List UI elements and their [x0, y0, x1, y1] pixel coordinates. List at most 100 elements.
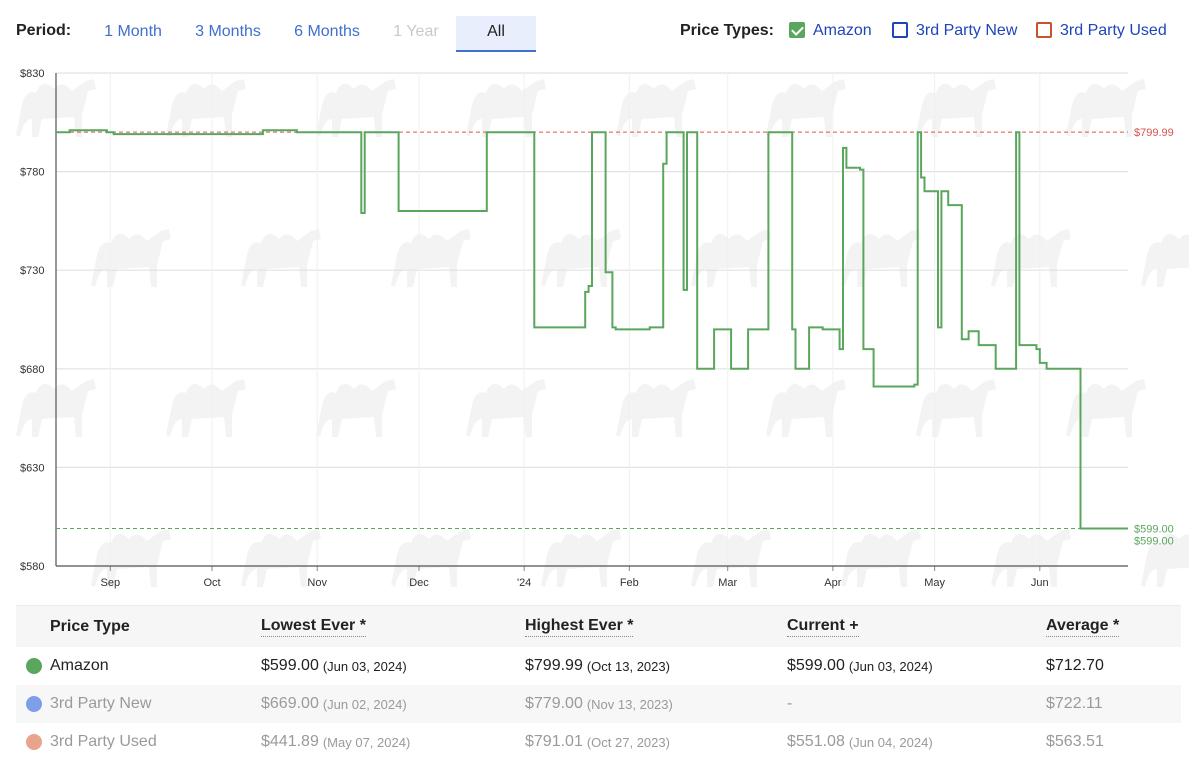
camel-watermark-icon: [166, 79, 246, 137]
period-label: Period:: [16, 22, 72, 39]
row-lowest: $599.00 (Jun 03, 2024): [261, 647, 407, 685]
camel-watermark-icon: [991, 229, 1071, 287]
current-price-label: $599.00: [1134, 536, 1174, 548]
camel-watermark-icon: [166, 379, 246, 437]
y-tick-label: $580: [20, 561, 44, 573]
camel-watermark-icon: [691, 229, 771, 287]
chart-series: [56, 129, 1128, 530]
row-highest: $779.00 (Nov 13, 2023): [525, 685, 673, 723]
camel-watermark-icon: [841, 229, 921, 287]
price-type-3rd-party-used-label: 3rd Party Used: [1060, 22, 1167, 39]
camel-watermark-icon: [316, 379, 396, 437]
lowest-value: $669.00: [261, 695, 319, 712]
current-date: (Jun 03, 2024): [848, 658, 933, 674]
header-current[interactable]: Current +: [787, 606, 859, 647]
row-average: $712.70: [1046, 657, 1104, 674]
lowest-value: $599.00: [261, 657, 319, 674]
camel-watermark-icon: [241, 229, 321, 287]
x-axis: Sep Oct Nov Dec '24 Feb Mar Apr May Jun: [55, 73, 1128, 589]
header-current-label: Current +: [787, 617, 859, 637]
row-lowest: $669.00 (Jun 02, 2024): [261, 685, 407, 723]
current-value: -: [787, 695, 793, 712]
camel-watermark-icon: [1141, 233, 1189, 287]
highest-date: (Nov 13, 2023): [586, 696, 673, 712]
lowest-date: (Jun 02, 2024): [322, 696, 407, 712]
lowest-date: (May 07, 2024): [322, 734, 411, 750]
checkbox-checked-icon: [789, 22, 805, 38]
camel-watermark-icon: [766, 379, 846, 437]
period-all-button[interactable]: All: [456, 16, 536, 52]
header-highest-ever-label: Highest Ever *: [525, 617, 634, 637]
row-current: -: [787, 685, 796, 723]
price-type-3rd-party-new-toggle[interactable]: 3rd Party New: [892, 22, 1017, 40]
row-current: $599.00 (Jun 03, 2024): [787, 647, 933, 685]
y-tick-label: $680: [20, 364, 44, 376]
row-name: 3rd Party New: [50, 695, 152, 712]
price-types-label: Price Types:: [680, 22, 774, 39]
camel-watermark-icon: [766, 79, 846, 137]
header-highest-ever[interactable]: Highest Ever *: [525, 606, 634, 647]
y-axis: $830 $780 $730 $680 $630 $580: [20, 68, 44, 573]
x-tick-label: May: [924, 577, 945, 589]
camel-watermark-icon: [541, 229, 621, 287]
camel-watermark-icon: [616, 379, 696, 437]
price-type-3rd-party-used-toggle[interactable]: 3rd Party Used: [1036, 22, 1167, 40]
price-type-amazon-label: Amazon: [813, 22, 872, 39]
price-type-3rd-party-new-label: 3rd Party New: [916, 22, 1018, 39]
row-average: $563.51: [1046, 733, 1104, 750]
table-row-3rd-party-used: 3rd Party Used $441.89 (May 07, 2024) $79…: [16, 723, 1181, 760]
row-lowest: $441.89 (May 07, 2024): [261, 723, 410, 760]
highest-value: $791.01: [525, 733, 583, 750]
row-highest: $799.99 (Oct 13, 2023): [525, 647, 670, 685]
reference-lines: $799.99 $599.00$599.00: [56, 127, 1174, 548]
reference-line-label: $599.00: [1134, 524, 1174, 536]
current-date: (Jun 04, 2024): [848, 734, 933, 750]
camel-watermark-icon: [916, 379, 996, 437]
camel-watermark-icon: [991, 529, 1071, 587]
camel-watermark-icon: [916, 79, 996, 137]
camel-watermark-icon: [316, 79, 396, 137]
camel-watermark-icon: [841, 529, 921, 587]
lowest-date: (Jun 03, 2024): [322, 658, 407, 674]
checkbox-empty-icon: [1036, 22, 1052, 38]
header-lowest-ever[interactable]: Lowest Ever *: [261, 606, 366, 647]
lowest-value: $441.89: [261, 733, 319, 750]
y-tick-label: $830: [20, 68, 44, 80]
camel-watermark-icon: [541, 529, 621, 587]
reference-line-label: $799.99: [1134, 127, 1174, 139]
x-tick-label: Dec: [409, 577, 429, 589]
price-history-chart[interactable]: $830 $780 $730 $680 $630 $580 Sep Oct Nov Dec '24…: [0, 60, 1189, 600]
price-stats-table: Price Type Lowest Ever * Highest Ever * …: [16, 605, 1181, 760]
camel-watermark-icon: [466, 379, 546, 437]
x-tick-label: '24: [517, 577, 531, 589]
series-color-dot-icon: [26, 696, 42, 712]
table-row-amazon: Amazon $599.00 (Jun 03, 2024) $799.99 (Oct…: [16, 647, 1181, 685]
x-tick-label: Apr: [824, 577, 841, 589]
camel-watermark-icon: [391, 229, 471, 287]
row-highest: $791.01 (Oct 27, 2023): [525, 723, 670, 760]
highest-date: (Oct 27, 2023): [586, 734, 670, 750]
camel-watermark-icon: [616, 79, 696, 137]
row-name: 3rd Party Used: [50, 733, 157, 750]
chart-controls: Period: 1 Month 3 Months 6 Months 1 Year…: [0, 0, 1189, 60]
row-current: $551.08 (Jun 04, 2024): [787, 723, 933, 760]
header-price-type: Price Type: [50, 617, 130, 635]
camel-watermark: [16, 79, 1189, 587]
camel-watermark-icon: [241, 529, 321, 587]
series-line-amazon: [56, 129, 1128, 530]
camel-watermark-icon: [1066, 79, 1146, 137]
period-3-months-button[interactable]: 3 Months: [195, 23, 261, 40]
camel-watermark-icon: [466, 79, 546, 137]
camel-watermark-icon: [91, 529, 171, 587]
row-name: Amazon: [50, 657, 109, 674]
price-type-amazon-toggle[interactable]: Amazon: [789, 22, 872, 40]
period-1-month-button[interactable]: 1 Month: [104, 23, 162, 40]
current-value: $551.08: [787, 733, 845, 750]
period-6-months-button[interactable]: 6 Months: [294, 23, 360, 40]
series-color-dot-icon: [26, 658, 42, 674]
camel-watermark-icon: [1066, 379, 1146, 437]
header-average[interactable]: Average *: [1046, 606, 1120, 647]
x-tick-label: Oct: [203, 577, 220, 589]
checkbox-empty-icon: [892, 22, 908, 38]
x-tick-label: Feb: [620, 577, 639, 589]
